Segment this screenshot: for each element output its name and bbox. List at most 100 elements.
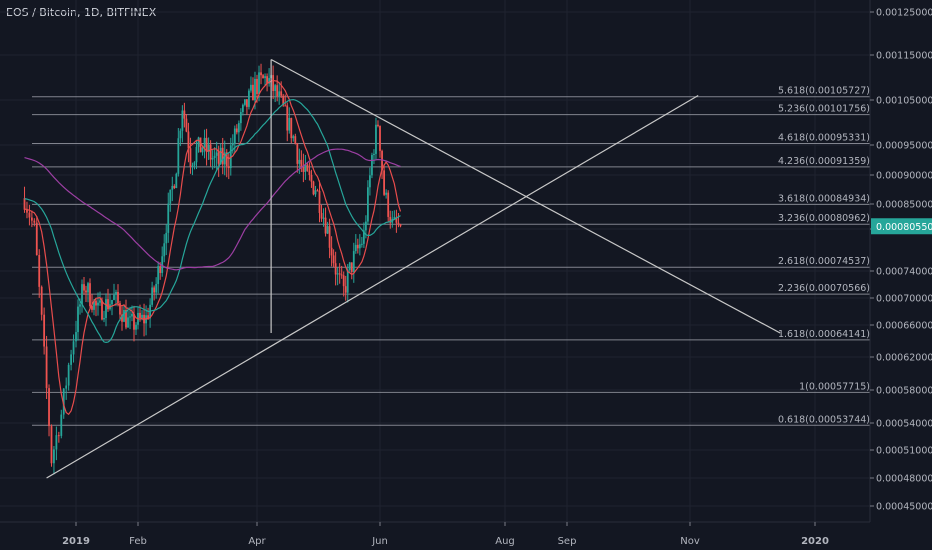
candle-body <box>346 269 349 293</box>
x-tick-label: 2019 <box>62 536 90 547</box>
moving-averages <box>24 79 402 416</box>
candle-body <box>181 110 184 131</box>
candle <box>266 73 268 92</box>
trendlines <box>46 58 781 479</box>
candle-body <box>141 314 143 319</box>
candle-body <box>75 332 77 342</box>
candle-body <box>101 300 103 320</box>
candle <box>129 306 131 330</box>
candle <box>385 189 388 199</box>
candle <box>95 299 97 317</box>
candle-body <box>187 131 190 149</box>
candle-body <box>115 291 117 295</box>
candle-body <box>50 426 53 464</box>
y-tick-label: 0.00095000 <box>876 141 932 152</box>
candle-body <box>65 385 68 389</box>
candle <box>147 307 149 320</box>
candle-body <box>393 217 396 219</box>
candle <box>262 73 264 79</box>
candle-body <box>377 124 379 126</box>
candle-body <box>338 273 341 275</box>
candle-body <box>246 99 248 107</box>
candle-body <box>201 147 204 153</box>
candle <box>203 129 206 159</box>
candle-body <box>352 251 355 272</box>
candle-body <box>260 72 262 76</box>
candle-body <box>336 273 339 275</box>
candle-body <box>48 388 50 427</box>
candle <box>60 409 63 439</box>
candle-body <box>379 125 381 151</box>
candle <box>352 242 355 283</box>
candle <box>155 277 158 299</box>
x-tick-label: Nov <box>680 536 700 547</box>
candle-body <box>252 84 254 101</box>
candle <box>250 76 252 93</box>
candle <box>181 105 184 143</box>
candle-body <box>85 290 87 293</box>
candle-body <box>133 314 135 330</box>
candle-body <box>67 364 70 386</box>
x-tick-label: 2020 <box>801 536 829 547</box>
candle <box>342 271 345 297</box>
candle-body <box>385 192 388 195</box>
candle <box>109 293 111 311</box>
candle <box>324 207 327 237</box>
candle-body <box>87 283 89 293</box>
candle <box>328 218 331 259</box>
candle <box>278 82 281 105</box>
candle-body <box>151 287 154 305</box>
candle-body <box>28 212 31 218</box>
candle-body <box>205 137 208 152</box>
candle-body <box>300 159 303 167</box>
candle <box>121 305 123 331</box>
candle-body <box>310 174 313 182</box>
candle <box>133 305 135 342</box>
candle <box>252 77 254 101</box>
candle <box>191 162 194 176</box>
candle <box>131 305 133 322</box>
candle-body <box>185 118 188 132</box>
candle <box>117 284 119 307</box>
candle <box>387 190 390 222</box>
candle <box>354 234 357 254</box>
candle <box>221 137 224 175</box>
candle-body <box>324 217 327 234</box>
candle-body <box>117 291 119 304</box>
ascending-support-line <box>46 94 699 479</box>
candle-body <box>147 315 149 319</box>
candle-body <box>163 243 166 257</box>
candle <box>189 137 192 174</box>
candle <box>149 298 152 328</box>
candle-body <box>292 136 295 139</box>
candle-body <box>276 85 279 97</box>
candle-body <box>237 123 240 133</box>
candle-body <box>30 217 33 221</box>
candle <box>362 222 365 248</box>
y-axis: 0.00045000 0.00048000 0.00051000 0.00054000… <box>869 0 932 550</box>
candle-body <box>107 299 109 310</box>
candle-body <box>268 78 270 84</box>
candle <box>151 281 154 308</box>
candle-body <box>272 75 275 92</box>
candle <box>81 279 83 313</box>
candle <box>67 362 70 391</box>
candle <box>320 204 323 222</box>
candle-body <box>91 306 93 310</box>
candle-body <box>43 314 46 347</box>
candle-body <box>290 117 293 139</box>
y-tick-label: 0.00048000 <box>876 474 932 485</box>
candle <box>169 189 172 212</box>
candle-body <box>381 150 383 171</box>
candle <box>53 445 55 475</box>
candle-body <box>123 309 125 322</box>
candle <box>334 251 337 286</box>
y-tick-label: 0.00070000 <box>876 294 932 305</box>
candle <box>183 102 186 128</box>
candle-body <box>23 198 26 210</box>
candle <box>246 98 248 116</box>
candle-body <box>328 226 331 248</box>
candle-body <box>179 130 182 139</box>
fib-level-label: 1(0.00057715) <box>799 381 870 392</box>
